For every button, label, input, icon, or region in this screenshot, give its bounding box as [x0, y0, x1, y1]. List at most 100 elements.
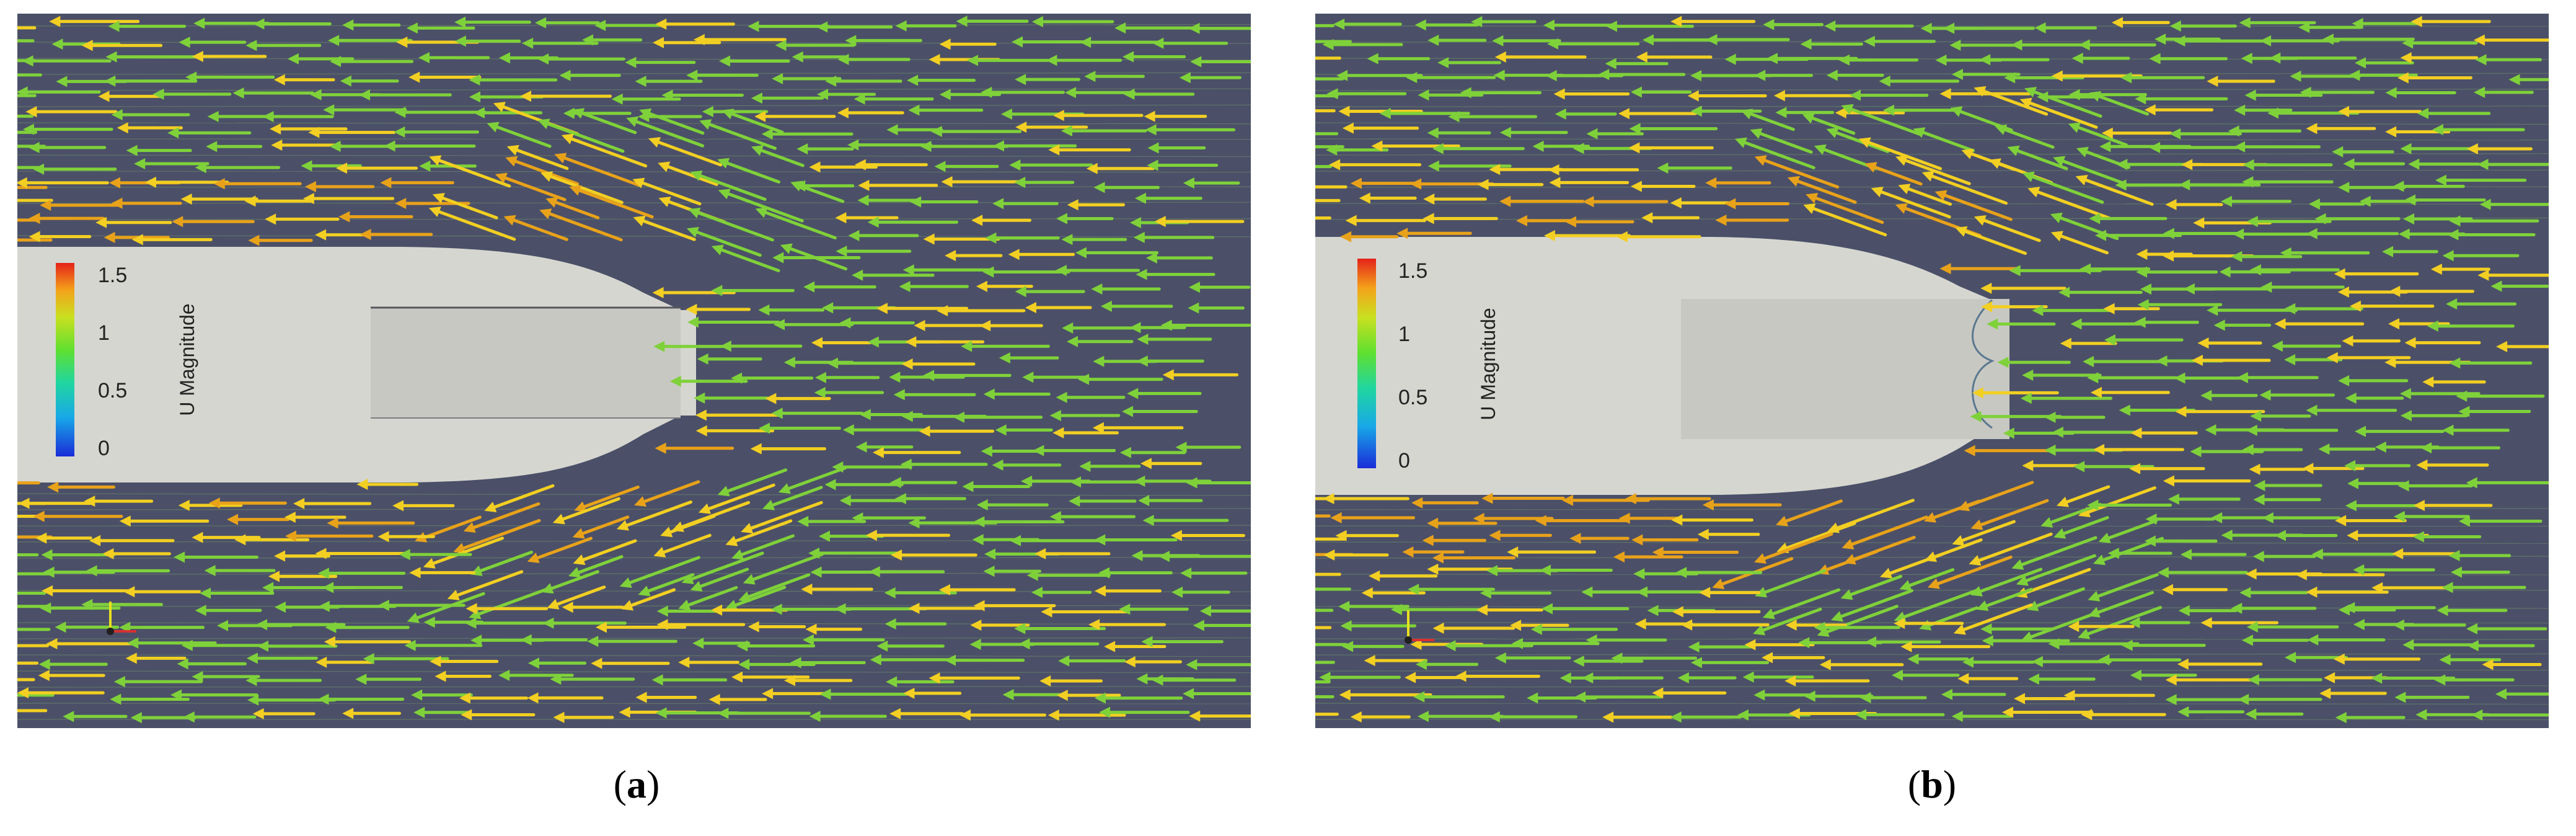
velocity-arrow: [1033, 445, 1116, 456]
colorbar-tick: 0: [98, 437, 110, 460]
velocity-arrow: [1970, 499, 2049, 530]
velocity-arrow: [801, 584, 873, 595]
velocity-arrow: [1122, 406, 1198, 417]
velocity-arrow: [181, 639, 266, 651]
velocity-arrow: [336, 162, 418, 174]
velocity-arrow: [893, 389, 976, 401]
velocity-arrow: [2022, 171, 2104, 204]
velocity-arrow: [702, 105, 769, 117]
velocity-arrow: [1330, 512, 1416, 523]
velocity-arrow: [762, 486, 823, 510]
velocity-arrow: [995, 424, 1053, 436]
velocity-arrow: [2004, 72, 2084, 84]
velocity-arrow: [2053, 156, 2124, 185]
velocity-arrow: [2354, 425, 2445, 437]
velocity-arrow: [2031, 656, 2112, 667]
velocity-arrow: [2178, 605, 2238, 616]
velocity-arrow: [1951, 711, 2013, 723]
colorbar-tick: 0.5: [1398, 386, 1427, 409]
velocity-arrow: [2089, 213, 2168, 225]
velocity-arrow: [2490, 280, 2549, 292]
velocity-arrow: [2220, 195, 2291, 207]
velocity-arrow: [125, 652, 187, 664]
velocity-arrow: [1952, 520, 2016, 546]
velocity-arrow: [1154, 216, 1245, 228]
velocity-arrow: [966, 55, 1049, 66]
velocity-arrow: [377, 531, 436, 543]
velocity-arrow: [1034, 548, 1111, 559]
velocity-arrow: [1326, 88, 1407, 100]
velocity-arrow: [287, 53, 355, 64]
velocity-arrow: [639, 108, 705, 135]
velocity-arrow: [656, 619, 746, 631]
velocity-arrow: [1094, 692, 1183, 704]
velocity-arrow: [999, 352, 1059, 364]
velocity-arrow: [708, 693, 767, 705]
velocity-arrow: [1015, 122, 1088, 133]
colorbar-gradient: [1357, 259, 1376, 468]
velocity-arrow: [2044, 411, 2106, 423]
streamline: [1315, 122, 2549, 125]
velocity-arrow: [2442, 424, 2510, 436]
velocity-arrow: [81, 40, 163, 51]
colorbar-tick: 0.5: [98, 379, 127, 402]
colorbar-title: U Magnitude: [1477, 308, 1499, 420]
velocity-arrow: [86, 565, 170, 577]
velocity-arrow: [1175, 442, 1242, 453]
velocity-arrow: [1315, 660, 1335, 664]
velocity-arrow: [2427, 320, 2515, 332]
velocity-arrow: [195, 605, 262, 616]
velocity-arrow: [1510, 620, 1569, 631]
velocity-arrow: [63, 711, 128, 723]
velocity-arrow: [547, 585, 606, 610]
velocity-arrow: [852, 512, 926, 524]
velocity-arrow: [1688, 641, 1753, 653]
streamline: [1315, 685, 2549, 688]
velocity-arrow: [2308, 198, 2365, 210]
velocity-arrow: [356, 479, 419, 491]
velocity-arrow: [2252, 551, 2316, 563]
velocity-arrow: [1427, 127, 1491, 139]
velocity-arrow: [1124, 656, 1182, 668]
velocity-arrow: [2254, 479, 2322, 491]
velocity-arrow: [1512, 638, 1600, 649]
velocity-arrow: [527, 657, 587, 669]
velocity-arrow: [1800, 38, 1863, 50]
velocity-arrow: [2471, 709, 2549, 721]
velocity-arrow: [17, 166, 44, 169]
velocity-arrow: [1014, 623, 1106, 634]
velocity-arrow: [573, 539, 637, 565]
velocity-arrow: [1953, 603, 2033, 635]
velocity-arrow: [1762, 588, 1841, 620]
velocity-arrow: [961, 340, 1050, 352]
velocity-arrow: [731, 671, 810, 683]
velocity-arrow: [845, 35, 922, 47]
velocity-arrow: [2239, 17, 2316, 29]
velocity-arrow: [717, 158, 780, 184]
velocity-arrow: [46, 638, 135, 649]
velocity-arrow: [2022, 460, 2086, 471]
velocity-arrow: [852, 269, 935, 281]
velocity-arrow: [719, 55, 790, 67]
velocity-arrow: [2274, 318, 2365, 330]
velocity-arrow: [17, 644, 50, 647]
velocity-arrow: [653, 533, 712, 558]
velocity-arrow: [1188, 302, 1245, 314]
velocity-arrow: [1437, 57, 1501, 69]
velocity-arrow: [2262, 512, 2341, 523]
velocity-arrow: [1976, 587, 2033, 611]
velocity-arrow: [2207, 76, 2275, 87]
flow-panel-a: 1.5 1 0.5 0 U Magnitude: [17, 14, 1251, 728]
velocity-arrow: [1162, 369, 1239, 381]
velocity-arrow: [1476, 604, 1543, 616]
velocity-arrow: [2165, 198, 2223, 210]
velocity-arrow: [304, 180, 375, 192]
velocity-arrow: [2111, 17, 2170, 29]
velocity-arrow: [2060, 337, 2117, 349]
velocity-arrow: [2441, 582, 2526, 594]
inner-structure: [371, 308, 681, 418]
velocity-arrow: [1775, 107, 1835, 118]
velocity-arrow: [2053, 516, 2109, 539]
velocity-arrow: [550, 674, 635, 685]
velocity-arrow: [2259, 389, 2335, 401]
